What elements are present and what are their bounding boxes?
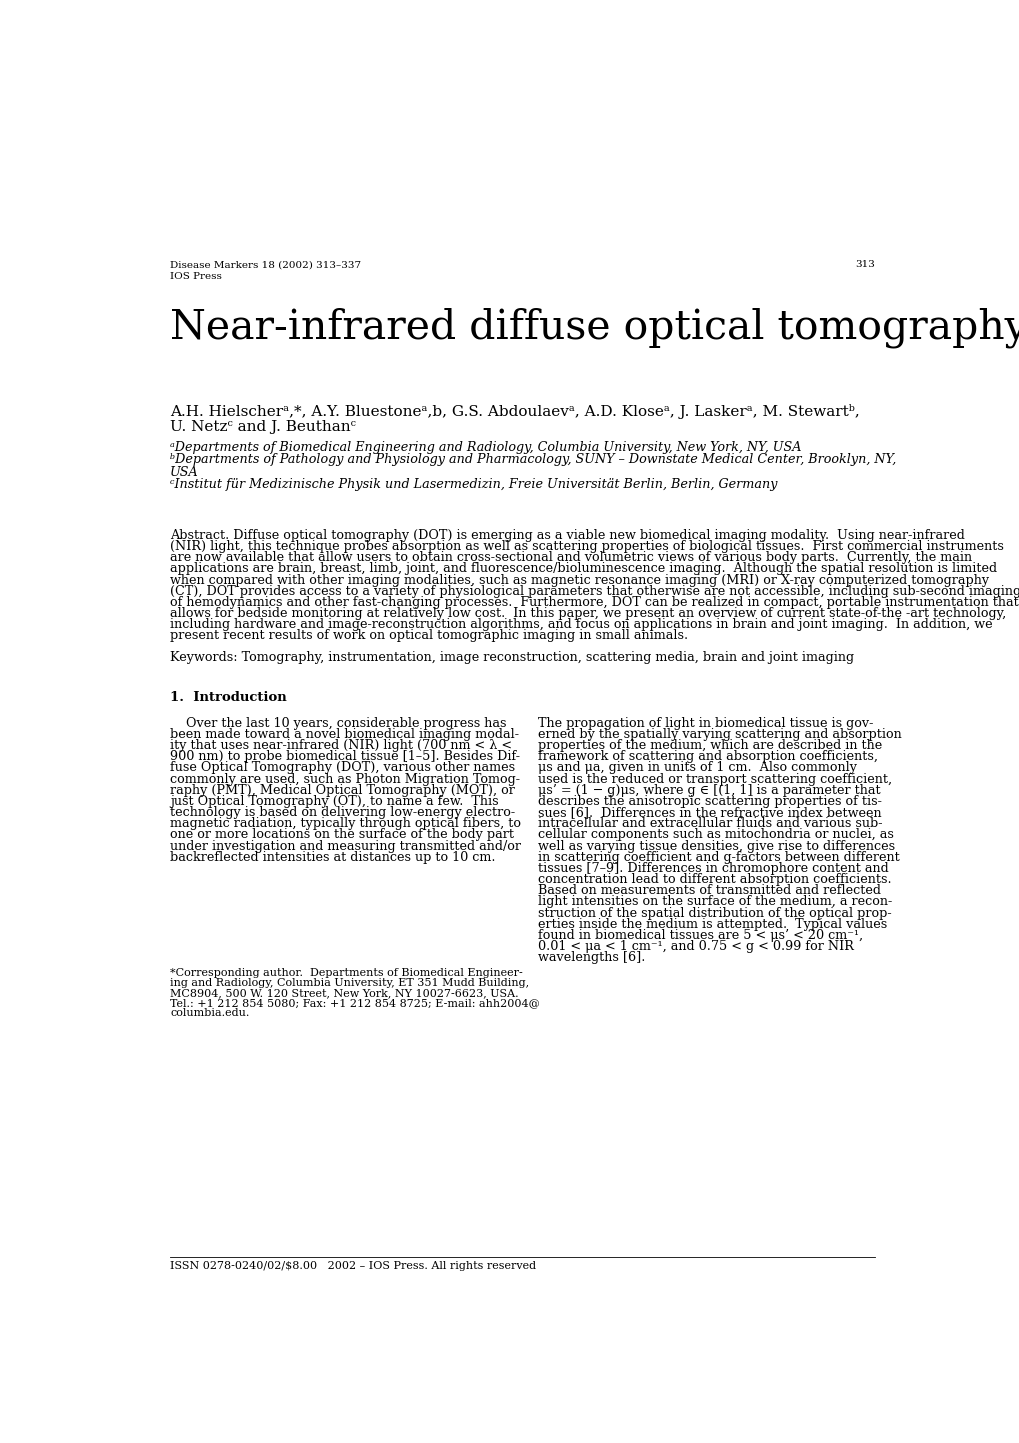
Text: 0.01 < μa < 1 cm⁻¹, and 0.75 < g < 0.99 for NIR: 0.01 < μa < 1 cm⁻¹, and 0.75 < g < 0.99 …	[538, 939, 853, 952]
Text: describes the anisotropic scattering properties of tis-: describes the anisotropic scattering pro…	[538, 795, 881, 808]
Text: erned by the spatially varying scattering and absorption: erned by the spatially varying scatterin…	[538, 727, 901, 740]
Text: USA: USA	[170, 466, 199, 479]
Text: magnetic radiation, typically through optical fibers, to: magnetic radiation, typically through op…	[170, 817, 521, 830]
Text: Keywords: Tomography, instrumentation, image reconstruction, scattering media, b: Keywords: Tomography, instrumentation, i…	[170, 651, 854, 664]
Text: Near-infrared diffuse optical tomography: Near-infrared diffuse optical tomography	[170, 307, 1019, 348]
Text: technology is based on delivering low-energy electro-: technology is based on delivering low-en…	[170, 807, 515, 820]
Text: one or more locations on the surface of the body part: one or more locations on the surface of …	[170, 828, 514, 841]
Text: struction of the spatial distribution of the optical prop-: struction of the spatial distribution of…	[538, 906, 891, 919]
Text: been made toward a novel biomedical imaging modal-: been made toward a novel biomedical imag…	[170, 727, 519, 740]
Text: used is the reduced or transport scattering coefficient,: used is the reduced or transport scatter…	[538, 772, 892, 785]
Text: Abstract. Diffuse optical tomography (DOT) is emerging as a viable new biomedica: Abstract. Diffuse optical tomography (DO…	[170, 530, 964, 543]
Text: Based on measurements of transmitted and reflected: Based on measurements of transmitted and…	[538, 885, 880, 898]
Text: sues [6].  Differences in the refractive index between: sues [6]. Differences in the refractive …	[538, 807, 881, 820]
Text: (NIR) light, this technique probes absorption as well as scattering properties o: (NIR) light, this technique probes absor…	[170, 540, 1003, 553]
Text: U. Netzᶜ and J. Beuthanᶜ: U. Netzᶜ and J. Beuthanᶜ	[170, 420, 356, 433]
Text: MC8904, 500 W. 120 Street, New York, NY 10027-6623, USA.: MC8904, 500 W. 120 Street, New York, NY …	[170, 988, 519, 999]
Text: tissues [7–9]. Differences in chromophore content and: tissues [7–9]. Differences in chromophor…	[538, 861, 889, 874]
Text: cellular components such as mitochondria or nuclei, as: cellular components such as mitochondria…	[538, 828, 894, 841]
Text: ᵃDepartments of Biomedical Engineering and Radiology, Columbia University, New Y: ᵃDepartments of Biomedical Engineering a…	[170, 442, 801, 455]
Text: μs’ = (1 − g)μs, where g ∈ [(1, 1] is a parameter that: μs’ = (1 − g)μs, where g ∈ [(1, 1] is a …	[538, 784, 880, 797]
Text: properties of the medium, which are described in the: properties of the medium, which are desc…	[538, 739, 881, 752]
Text: Over the last 10 years, considerable progress has: Over the last 10 years, considerable pro…	[170, 717, 506, 730]
Text: found in biomedical tissues are 5 < μs’ < 20 cm⁻¹,: found in biomedical tissues are 5 < μs’ …	[538, 929, 862, 942]
Text: The propagation of light in biomedical tissue is gov-: The propagation of light in biomedical t…	[538, 717, 872, 730]
Text: *Corresponding author.  Departments of Biomedical Engineer-: *Corresponding author. Departments of Bi…	[170, 968, 523, 978]
Text: ᶜInstitut für Medizinische Physik und Lasermedizin, Freie Universität Berlin, Be: ᶜInstitut für Medizinische Physik und La…	[170, 478, 776, 491]
Text: IOS Press: IOS Press	[170, 271, 222, 281]
Text: concentration lead to different absorption coefficients.: concentration lead to different absorpti…	[538, 873, 891, 886]
Text: ISSN 0278-0240/02/$8.00   2002 – IOS Press. All rights reserved: ISSN 0278-0240/02/$8.00 2002 – IOS Press…	[170, 1261, 536, 1271]
Text: light intensities on the surface of the medium, a recon-: light intensities on the surface of the …	[538, 896, 892, 909]
Text: are now available that allow users to obtain cross-sectional and volumetric view: are now available that allow users to ob…	[170, 551, 971, 564]
Text: wavelengths [6].: wavelengths [6].	[538, 951, 645, 964]
Text: Tel.: +1 212 854 5080; Fax: +1 212 854 8725; E-mail: ahh2004@: Tel.: +1 212 854 5080; Fax: +1 212 854 8…	[170, 999, 539, 1009]
Text: columbia.edu.: columbia.edu.	[170, 1009, 250, 1019]
Text: well as varying tissue densities, give rise to differences: well as varying tissue densities, give r…	[538, 840, 895, 853]
Text: of hemodynamics and other fast-changing processes.  Furthermore, DOT can be real: of hemodynamics and other fast-changing …	[170, 596, 1018, 609]
Text: 313: 313	[855, 260, 874, 270]
Text: fuse Optical Tomography (DOT), various other names: fuse Optical Tomography (DOT), various o…	[170, 762, 515, 775]
Text: 1.  Introduction: 1. Introduction	[170, 691, 286, 704]
Text: 900 nm) to probe biomedical tissue [1–5]. Besides Dif-: 900 nm) to probe biomedical tissue [1–5]…	[170, 750, 520, 763]
Text: intracellular and extracellular fluids and various sub-: intracellular and extracellular fluids a…	[538, 817, 881, 830]
Text: framework of scattering and absorption coefficients,: framework of scattering and absorption c…	[538, 750, 877, 763]
Text: backreflected intensities at distances up to 10 cm.: backreflected intensities at distances u…	[170, 851, 495, 864]
Text: applications are brain, breast, limb, joint, and fluorescence/bioluminescence im: applications are brain, breast, limb, jo…	[170, 563, 997, 576]
Text: present recent results of work on optical tomographic imaging in small animals.: present recent results of work on optica…	[170, 629, 688, 642]
Text: A.H. Hielscherᵃ,*, A.Y. Bluestoneᵃ,b, G.S. Abdoulaevᵃ, A.D. Kloseᵃ, J. Laskerᵃ, : A.H. Hielscherᵃ,*, A.Y. Bluestoneᵃ,b, G.…	[170, 404, 859, 418]
Text: ing and Radiology, Columbia University, ET 351 Mudd Building,: ing and Radiology, Columbia University, …	[170, 978, 529, 988]
Text: just Optical Tomography (OT), to name a few.  This: just Optical Tomography (OT), to name a …	[170, 795, 498, 808]
Text: allows for bedside monitoring at relatively low cost.  In this paper, we present: allows for bedside monitoring at relativ…	[170, 608, 1006, 620]
Text: (CT), DOT provides access to a variety of physiological parameters that otherwis: (CT), DOT provides access to a variety o…	[170, 584, 1019, 597]
Text: in scattering coefficient and g-factors between different: in scattering coefficient and g-factors …	[538, 851, 899, 864]
Text: raphy (PMT), Medical Optical Tomography (MOT), or: raphy (PMT), Medical Optical Tomography …	[170, 784, 515, 797]
Text: μs and μa, given in units of 1 cm.  Also commonly: μs and μa, given in units of 1 cm. Also …	[538, 762, 856, 775]
Text: commonly are used, such as Photon Migration Tomog-: commonly are used, such as Photon Migrat…	[170, 772, 520, 785]
Text: erties inside the medium is attempted.  Typical values: erties inside the medium is attempted. T…	[538, 918, 887, 931]
Text: ᵇDepartments of Pathology and Physiology and Pharmacology, SUNY – Downstate Medi: ᵇDepartments of Pathology and Physiology…	[170, 453, 896, 466]
Text: including hardware and image-reconstruction algorithms, and focus on application: including hardware and image-reconstruct…	[170, 618, 991, 631]
Text: under investigation and measuring transmitted and/or: under investigation and measuring transm…	[170, 840, 521, 853]
Text: when compared with other imaging modalities, such as magnetic resonance imaging : when compared with other imaging modalit…	[170, 573, 988, 586]
Text: ity that uses near-infrared (NIR) light (700 nm < λ <: ity that uses near-infrared (NIR) light …	[170, 739, 512, 752]
Text: Disease Markers 18 (2002) 313–337: Disease Markers 18 (2002) 313–337	[170, 260, 361, 270]
